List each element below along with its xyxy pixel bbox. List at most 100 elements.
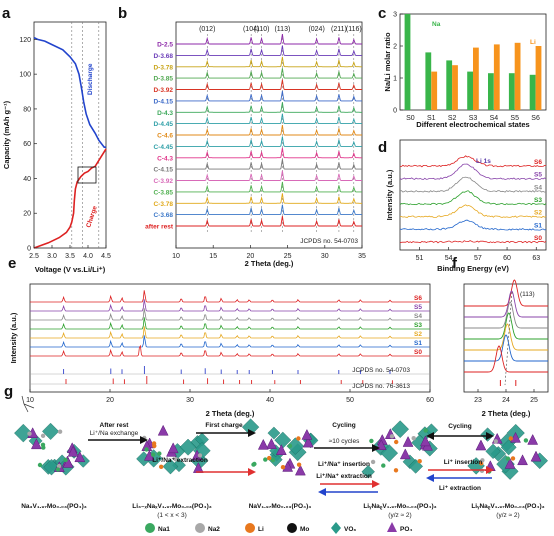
panel-b-trace-c-3.68 (176, 204, 362, 216)
legend-mo-label: Mo (300, 526, 309, 533)
panel-b-trace-c-3.92 (176, 170, 362, 181)
panel-b-trace-label: D-3.68 (153, 53, 173, 60)
panel-e-xlabel: 2 Theta (deg.) (206, 409, 255, 418)
panel-d-xtick-label: 54 (445, 255, 453, 262)
panel-b-trace-d-3.85 (176, 68, 362, 79)
atom-li (393, 468, 399, 473)
atom-li (296, 436, 301, 441)
po4-tetrahedron (74, 451, 86, 463)
po4-tetrahedron (167, 442, 179, 454)
panel-b-trace-label: C-3.92 (153, 178, 173, 185)
panel-a-ytick-label: 40 (23, 176, 31, 183)
panel-e-trace-s2 (30, 326, 430, 339)
panel-c-category-label: S2 (448, 115, 457, 122)
po4-tetrahedron (301, 428, 313, 440)
panel-label-a: a (2, 5, 11, 22)
panel-f-annotation: (113) (520, 291, 535, 298)
formula-4: LiᵧNaᵨV₁.₉₇Mo₀.₀₃(PO₄)₃ (363, 503, 436, 510)
panel-b-trace-c-4.15 (176, 159, 362, 170)
panel-b-peak-label: (116) (346, 26, 362, 33)
atom-na1 (251, 462, 256, 467)
atom-na1 (523, 438, 529, 443)
panel-b-trace-d-4.3 (176, 102, 362, 113)
atom-na2 (27, 431, 32, 436)
panel-d-xps: S6 S5 S4 S3 S2 S1 S0 51 54 57 60 63 Li 1s Binding … (385, 139, 547, 273)
panel-b-trace-label: C-3.85 (153, 189, 173, 196)
atom-na1 (37, 462, 43, 468)
panel-c-ytick-label: 0 (393, 108, 397, 115)
panel-a-ytick-label: 120 (19, 37, 31, 44)
arrow-li-insertion-label: Li⁺ insertion (444, 459, 482, 466)
crystal-structure-4 (361, 420, 439, 479)
panel-d-ylabel: Intensity (a.u.) (385, 169, 394, 220)
formula-5: LiᵧNaᵨV₁.₉₇Mo₀.₀₃(PO₄)₃ (471, 503, 544, 510)
panel-b-trace-d-4.45 (176, 113, 362, 125)
panel-b-trace-c-3.78 (176, 193, 362, 204)
panel-c-ylabel: Na/Li molar ratio (383, 32, 392, 92)
panel-b-trace-d-3.78 (176, 56, 362, 68)
panel-d-trace-s2 (399, 204, 547, 218)
panel-b-peak-label: (024) (308, 26, 324, 33)
crystal-structure-2 (136, 424, 211, 475)
formula-5-note: (y/z ≈ 2) (496, 512, 519, 519)
atom-na1 (287, 443, 293, 449)
panel-e-xtick-label: 10 (26, 397, 34, 404)
arrow-after-rest-label: After rest (100, 422, 130, 429)
panel-label-b: b (118, 5, 127, 22)
panel-a-ytick-label: 100 (19, 72, 31, 79)
panel-d-trace-label: S0 (534, 235, 542, 242)
arrow-cycling-2-label: Cycling (448, 423, 472, 430)
panel-c-bar-li (493, 44, 500, 110)
arrow-cycling-1-label: Cycling (332, 422, 356, 429)
panel-d-title: Li 1s (476, 158, 491, 165)
panel-e-xtick-label: 50 (346, 397, 354, 404)
panel-a-ylabel: Capacity (mAh g⁻¹) (2, 100, 11, 169)
atom-li (508, 436, 513, 441)
panel-e-xtick-label: 20 (106, 397, 114, 404)
legend-po-label: PO₄ (400, 526, 413, 533)
po4-tetrahedron (275, 444, 287, 455)
panel-f-trace (464, 345, 548, 373)
panel-label-f: f (452, 255, 458, 272)
panel-f-trace (464, 323, 548, 351)
po4-tetrahedron (517, 454, 528, 466)
panel-c-category-label: S1 (427, 115, 436, 122)
panel-e-trace-s5 (30, 299, 430, 312)
atom-na2 (173, 457, 178, 462)
panel-b-trace-c-3.85 (176, 181, 362, 193)
panel-b-xtick-label: 30 (321, 253, 329, 260)
vo6-octahedron (274, 431, 292, 449)
po4-tetrahedron (302, 436, 314, 448)
po4-tetrahedron (475, 439, 487, 451)
panel-c-category-label: S4 (490, 115, 499, 122)
panel-b-trace-label: C-3.78 (153, 201, 173, 208)
po4-tetrahedron (530, 450, 542, 462)
arrow-first-charge-label: First charge (205, 422, 243, 429)
po4-tetrahedron (294, 464, 306, 476)
atom-na1 (263, 457, 268, 462)
panel-f-xlabel: 2 Theta (deg.) (482, 409, 531, 418)
po4-tetrahedron (62, 456, 74, 468)
panel-e-trace-s3 (30, 317, 430, 330)
panel-b-xrd-stack: (012) (104)(110) (113) (024) (211) (116) D-2.… (145, 21, 366, 268)
arrow-extraction-1-label: Li⁺/Na⁺ extraction (152, 457, 208, 464)
panel-e-trace-s0 (30, 344, 430, 357)
panel-c-bar-na (508, 73, 515, 110)
po4-tetrahedron (375, 439, 387, 451)
panel-b-trace-label: D-4.3 (157, 110, 173, 117)
arrow-insertion-1-label: Li⁺/Na⁺ insertion (318, 461, 370, 468)
atom-na1 (369, 438, 374, 444)
atom-li (267, 455, 272, 461)
panel-a-xtick-label: 3.5 (65, 253, 75, 260)
charge-label: Charge (85, 205, 99, 229)
panel-d-trace-label: S1 (534, 222, 542, 229)
arrow-after-rest-sub: Li⁺/Na exchange (90, 430, 139, 437)
panel-f-trace (464, 301, 548, 329)
axes-indicator (21, 395, 35, 413)
po4-tetrahedron (282, 460, 294, 472)
panel-c-category-label: S6 (531, 115, 540, 122)
po4-tetrahedron (420, 435, 431, 447)
panel-b-trace-label: after rest (145, 224, 174, 231)
atom-na1 (40, 442, 46, 447)
atom-na2 (370, 459, 376, 465)
